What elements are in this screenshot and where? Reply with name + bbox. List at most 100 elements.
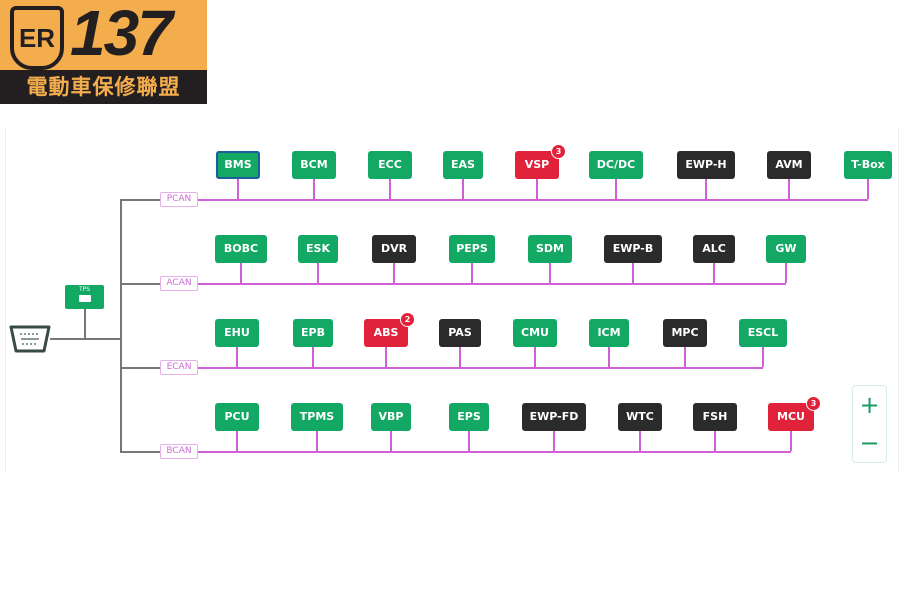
bus-line-pcan — [197, 199, 868, 201]
ecu-label: WTC — [626, 410, 654, 423]
ecu-label: TPMS — [299, 410, 335, 423]
ecu-label: CMU — [521, 326, 549, 339]
ecu-node-mpc[interactable]: MPC — [663, 319, 707, 347]
ecu-node-wtc[interactable]: WTC — [618, 403, 662, 431]
ecu-node-bobc[interactable]: BOBC — [215, 235, 267, 263]
bus-drop-line — [393, 263, 395, 283]
bus-drop-line — [385, 347, 387, 367]
ecu-node-pas[interactable]: PAS — [439, 319, 481, 347]
ecu-node-vbp[interactable]: VBP — [371, 403, 411, 431]
bus-drop-line — [471, 263, 473, 283]
bus-label-pcan[interactable]: PCAN — [160, 192, 198, 207]
ecu-label: ECC — [378, 158, 402, 171]
gateway-module[interactable]: TPS — [65, 285, 104, 309]
bus-drop-line — [705, 179, 707, 199]
bus-drop-line — [468, 431, 470, 451]
bus-label-bcan[interactable]: BCAN — [160, 444, 198, 459]
bus-label-ecan[interactable]: ECAN — [160, 360, 198, 375]
ecu-label: EHU — [224, 326, 250, 339]
logo-shield: ER — [10, 6, 64, 70]
ecu-label: DC/DC — [596, 158, 636, 171]
gateway-label: TPS — [78, 286, 91, 293]
ecu-node-vsp[interactable]: VSP 3 — [515, 144, 566, 179]
ecu-node-eas[interactable]: EAS — [443, 151, 483, 179]
ecu-node-abs[interactable]: ABS 2 — [364, 312, 415, 347]
ecu-node-epb[interactable]: EPB — [293, 319, 333, 347]
ecu-label: ESCL — [747, 326, 779, 339]
ecu-node-tpms[interactable]: TPMS — [291, 403, 343, 431]
bus-drop-line — [236, 431, 238, 451]
ecu-node-tbox[interactable]: T-Box — [844, 151, 892, 179]
bus-drop-line — [390, 431, 392, 451]
ecu-label: ABS — [373, 326, 399, 339]
ecu-node-mcu[interactable]: MCU 3 — [768, 396, 821, 431]
fault-count-badge: 2 — [400, 312, 415, 327]
ecu-label: EAS — [451, 158, 475, 171]
ecu-label: PCU — [224, 410, 250, 423]
connector-line — [50, 338, 121, 340]
bus-drop-line — [713, 263, 715, 283]
ecu-node-dcdc[interactable]: DC/DC — [589, 151, 643, 179]
ecu-node-avm[interactable]: AVM — [767, 151, 811, 179]
bus-label-acan[interactable]: ACAN — [160, 276, 198, 291]
gateway-line — [84, 309, 86, 339]
bus-drop-line — [608, 347, 610, 367]
bus-drop-line — [237, 179, 239, 199]
ecu-node-dvr[interactable]: DVR — [372, 235, 416, 263]
ecu-label: MPC — [671, 326, 699, 339]
bus-branch-line — [120, 451, 160, 453]
ecu-label: MCU — [777, 410, 805, 423]
bus-drop-line — [553, 431, 555, 451]
ecu-node-esk[interactable]: ESK — [298, 235, 338, 263]
ecu-node-pcu[interactable]: PCU — [215, 403, 259, 431]
bus-drop-line — [549, 263, 551, 283]
bus-drop-line — [459, 347, 461, 367]
bus-drop-line — [785, 263, 787, 283]
ecu-label: PAS — [448, 326, 472, 339]
ecu-node-ecc[interactable]: ECC — [368, 151, 412, 179]
ecu-node-peps[interactable]: PEPS — [449, 235, 495, 263]
ecu-node-ewpfd[interactable]: EWP-FD — [522, 403, 586, 431]
ecu-label: FSH — [702, 410, 728, 423]
ecu-node-alc[interactable]: ALC — [693, 235, 735, 263]
bus-drop-line — [762, 347, 764, 367]
bus-drop-line — [632, 263, 634, 283]
ecu-label: DVR — [380, 242, 408, 255]
zoom-in-button[interactable]: + — [859, 391, 880, 419]
ecu-node-escl[interactable]: ESCL — [739, 319, 787, 347]
ecu-node-bms[interactable]: BMS — [216, 151, 260, 179]
bus-branch-line — [120, 367, 160, 369]
ecu-label: EWP-FD — [529, 410, 579, 423]
fault-count-badge: 3 — [806, 396, 821, 411]
ecu-node-gw[interactable]: GW — [766, 235, 806, 263]
ecu-node-icm[interactable]: ICM — [589, 319, 629, 347]
logo-number: 137 — [70, 0, 173, 69]
ecu-node-cmu[interactable]: CMU — [513, 319, 557, 347]
bus-branch-line — [120, 199, 160, 201]
logo: ER 137 電動車保修聯盟 — [0, 0, 207, 104]
ecu-node-sdm[interactable]: SDM — [528, 235, 572, 263]
bus-line-ecan — [197, 367, 763, 369]
ecu-node-bcm[interactable]: BCM — [292, 151, 336, 179]
zoom-out-button[interactable]: − — [859, 429, 880, 457]
ecu-node-ehu[interactable]: EHU — [215, 319, 259, 347]
bus-drop-line — [867, 179, 869, 199]
ecu-node-ewpb[interactable]: EWP-B — [604, 235, 662, 263]
obd-connector-icon[interactable] — [9, 325, 51, 357]
bus-branch-line — [120, 283, 160, 285]
zoom-controls: + − — [852, 385, 887, 463]
bus-drop-line — [462, 179, 464, 199]
bus-drop-line — [313, 179, 315, 199]
ecu-label: AVM — [775, 158, 803, 171]
device-icon — [78, 295, 91, 302]
ecu-label: PEPS — [456, 242, 488, 255]
ecu-label: BMS — [224, 158, 252, 171]
ecu-label: EPB — [301, 326, 325, 339]
bus-drop-line — [639, 431, 641, 451]
bus-drop-line — [714, 431, 716, 451]
ecu-node-fsh[interactable]: FSH — [693, 403, 737, 431]
ecu-label: SDM — [536, 242, 564, 255]
ecu-node-ewph[interactable]: EWP-H — [677, 151, 735, 179]
bus-drop-line — [236, 347, 238, 367]
ecu-node-eps[interactable]: EPS — [449, 403, 489, 431]
